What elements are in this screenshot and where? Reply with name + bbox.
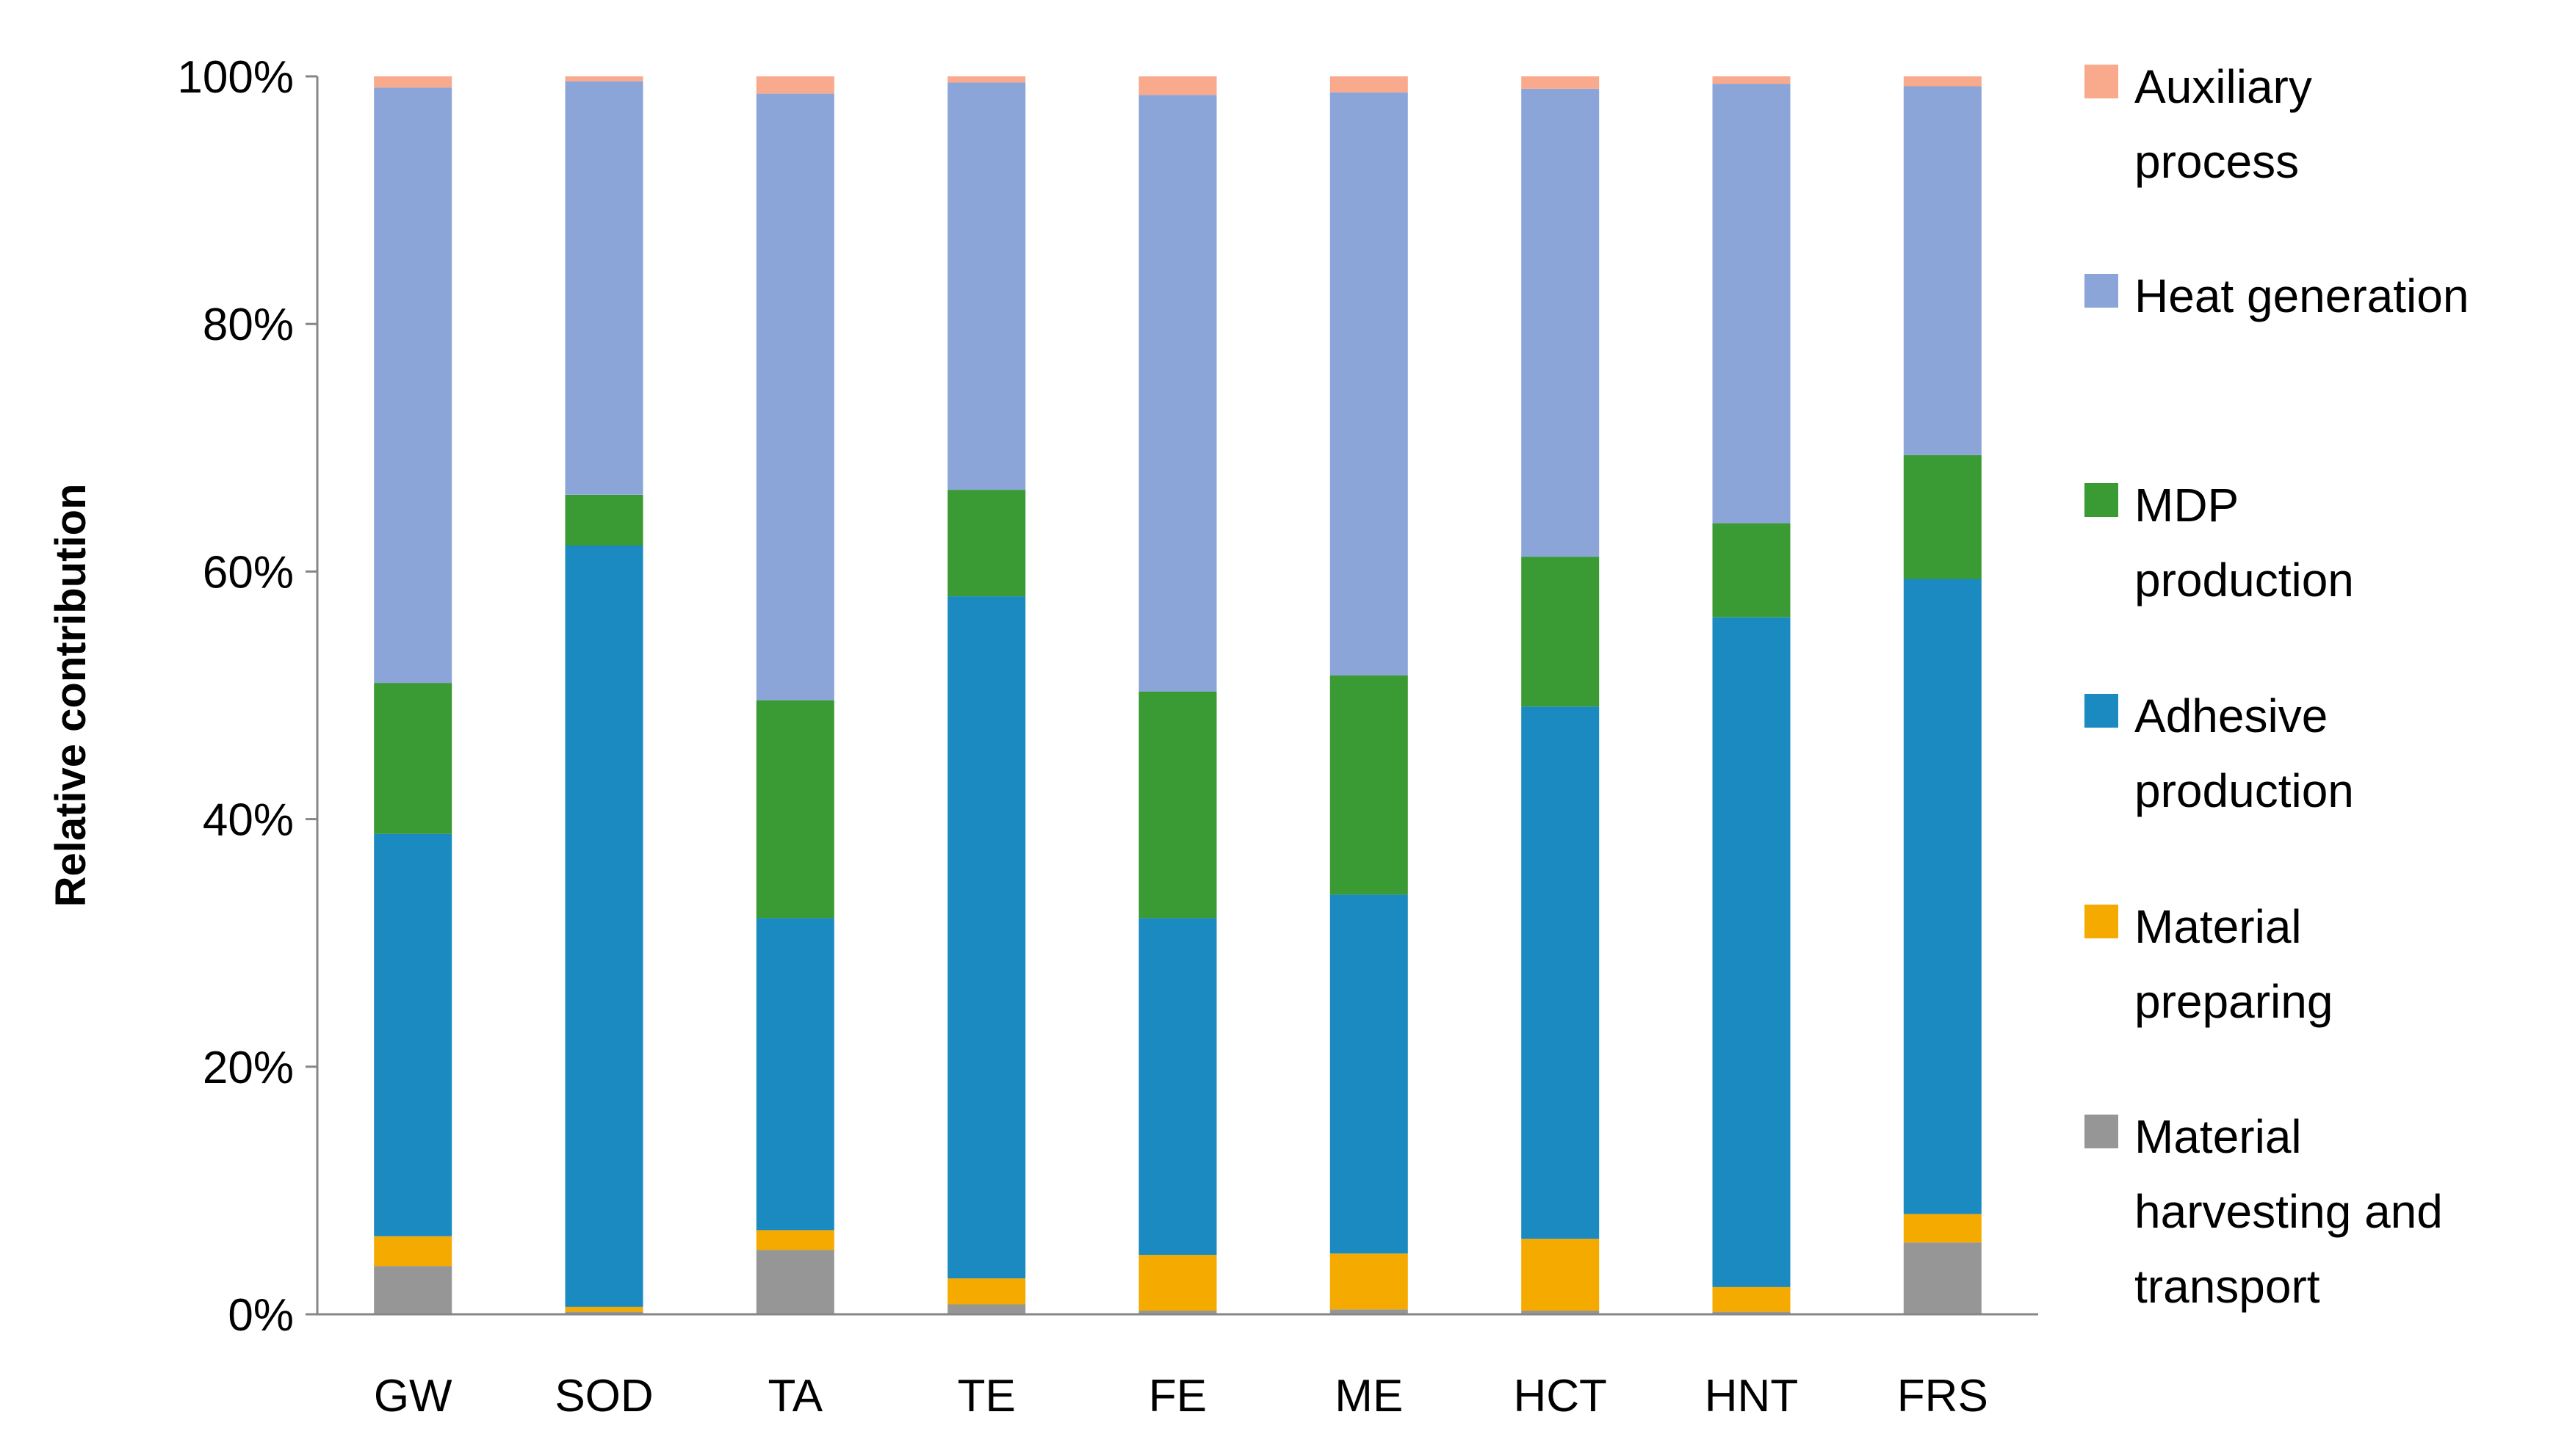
bar-segment-me-1 (1329, 1253, 1408, 1310)
x-tick-label: ME (1335, 1371, 1403, 1421)
bar-segment-te-0 (947, 1304, 1026, 1314)
bar-segment-hct-3 (1521, 557, 1600, 707)
legend-label: Adhesive (2134, 689, 2328, 742)
bar-segment-gw-5 (374, 76, 452, 88)
bar-segment-fe-5 (1138, 76, 1217, 95)
legend-label: transport (2134, 1260, 2320, 1313)
bar-segment-sod-4 (565, 81, 643, 495)
bar-segment-gw-0 (374, 1266, 452, 1314)
x-tick-label: FRS (1897, 1371, 1988, 1421)
bar-segment-sod-2 (565, 546, 643, 1307)
bars-layer (374, 76, 1982, 1314)
legend-label: Auxiliary (2134, 60, 2312, 113)
bar-segment-fe-4 (1138, 95, 1217, 692)
legend-swatch (2084, 905, 2118, 938)
bar-segment-frs-3 (1903, 454, 1982, 579)
bar-segment-te-3 (947, 490, 1026, 597)
legend-label: MDP (2134, 479, 2239, 532)
x-tick-label: TE (958, 1371, 1016, 1421)
legend-item-material-harvesting-and-transport: Material harvesting and transport (2084, 1110, 2443, 1313)
legend-label: preparing (2134, 975, 2333, 1028)
legend-swatch (2084, 483, 2118, 517)
bar-segment-hct-2 (1521, 706, 1600, 1239)
bar-segment-hnt-1 (1712, 1286, 1791, 1312)
legend-label: production (2134, 554, 2354, 606)
x-tick-label: FE (1149, 1371, 1207, 1421)
axes-layer: GW SOD TA TE FE ME HCT HNT FRS 0% 20% 40% 60% 80% 100%… (47, 52, 2038, 1421)
bar-segment-frs-0 (1903, 1242, 1982, 1314)
legend-label: production (2134, 764, 2354, 817)
bar-segment-gw-3 (374, 683, 452, 834)
bar-segment-hnt-2 (1712, 617, 1791, 1287)
y-tick-label: 20% (203, 1043, 294, 1093)
bar-segment-sod-3 (565, 494, 643, 546)
bar-segment-ta-0 (756, 1250, 834, 1314)
bar-segment-te-5 (947, 76, 1026, 83)
bar-segment-frs-2 (1903, 579, 1982, 1214)
bar-segment-gw-1 (374, 1236, 452, 1267)
bar-segment-sod-0 (565, 1311, 643, 1314)
bar-segment-hct-5 (1521, 76, 1600, 89)
bar-segment-te-1 (947, 1278, 1026, 1305)
bar-segment-ta-4 (756, 93, 834, 700)
legend-item-mdp-production: MDP production (2084, 479, 2354, 606)
x-tick-label: TA (768, 1371, 823, 1421)
y-axis-title: Relative contribution (47, 484, 95, 908)
legend-swatch (2084, 1115, 2118, 1148)
bar-segment-hnt-3 (1712, 523, 1791, 617)
bar-segment-hnt-5 (1712, 76, 1791, 84)
x-tick-label: SOD (555, 1371, 653, 1421)
bar-segment-fe-1 (1138, 1255, 1217, 1311)
bar-segment-me-0 (1329, 1309, 1408, 1314)
x-tick-label: HNT (1705, 1371, 1798, 1421)
legend-item-adhesive-production: Adhesive production (2084, 689, 2354, 817)
bar-segment-hnt-4 (1712, 84, 1791, 524)
y-tick-label: 80% (203, 300, 294, 350)
legend-item-auxiliary-process: Auxiliary process (2084, 60, 2312, 188)
bar-segment-fe-2 (1138, 918, 1217, 1256)
bar-segment-hct-4 (1521, 88, 1600, 557)
bar-segment-gw-2 (374, 833, 452, 1236)
bar-segment-hct-0 (1521, 1310, 1600, 1314)
legend-item-material-preparing: Material preparing (2084, 900, 2333, 1028)
legend-label: Material (2134, 1110, 2302, 1163)
bar-segment-me-2 (1329, 894, 1408, 1254)
legend-swatch (2084, 694, 2118, 728)
bar-segment-te-4 (947, 82, 1026, 490)
legend: Auxiliary process Heat generation MDP produc… (2084, 60, 2469, 1313)
bar-segment-frs-5 (1903, 76, 1982, 87)
y-tick-label: 40% (203, 795, 294, 846)
bar-segment-ta-2 (756, 918, 834, 1231)
y-tick-label: 0% (228, 1290, 294, 1341)
legend-swatch (2084, 274, 2118, 308)
bar-segment-hct-1 (1521, 1239, 1600, 1311)
bar-segment-ta-3 (756, 700, 834, 919)
bar-segment-sod-1 (565, 1306, 643, 1312)
bar-segment-sod-5 (565, 76, 643, 82)
bar-segment-hnt-0 (1712, 1311, 1791, 1314)
legend-item-heat-generation: Heat generation (2084, 269, 2469, 322)
bar-segment-me-3 (1329, 676, 1408, 895)
bar-segment-ta-1 (756, 1230, 834, 1250)
bar-segment-me-4 (1329, 92, 1408, 676)
bar-segment-me-5 (1329, 76, 1408, 93)
y-tick-label: 100% (177, 52, 294, 103)
bar-segment-frs-1 (1903, 1214, 1982, 1243)
bar-segment-fe-3 (1138, 691, 1217, 919)
bar-segment-gw-4 (374, 87, 452, 684)
legend-label: harvesting and (2134, 1185, 2443, 1238)
x-tick-label: HCT (1513, 1371, 1606, 1421)
bar-segment-te-2 (947, 596, 1026, 1279)
x-tick-label: GW (374, 1371, 452, 1421)
legend-label: process (2134, 135, 2299, 188)
y-tick-label: 60% (203, 547, 294, 598)
legend-label: Heat generation (2134, 269, 2469, 322)
bar-segment-ta-5 (756, 76, 834, 94)
legend-label: Material (2134, 900, 2302, 953)
bar-segment-fe-0 (1138, 1310, 1217, 1314)
legend-swatch (2084, 65, 2118, 98)
bar-segment-frs-4 (1903, 86, 1982, 455)
